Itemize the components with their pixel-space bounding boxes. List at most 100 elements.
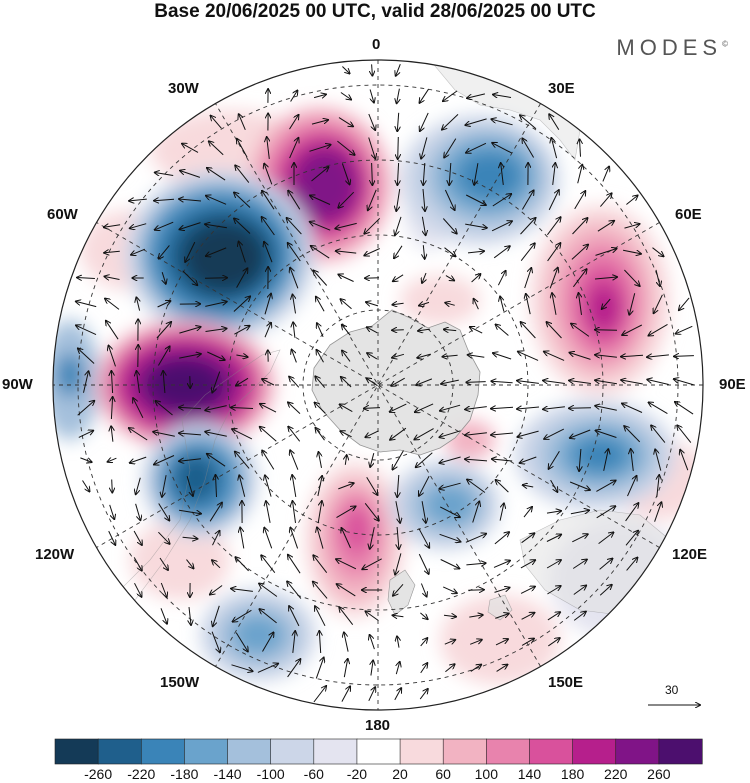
wind-arrow <box>491 221 512 232</box>
wind-arrow <box>205 302 226 307</box>
wind-arrow <box>397 162 398 185</box>
wind-arrow <box>83 371 89 393</box>
wind-arrow <box>368 687 375 702</box>
wind-arrow <box>439 456 461 463</box>
wind-arrow <box>497 271 505 286</box>
wind-arrow <box>574 191 586 210</box>
colorbar-label: -100 <box>256 766 285 782</box>
wind-arrow <box>262 451 275 470</box>
wind-arrow <box>439 506 460 517</box>
wind-arrow <box>577 165 583 184</box>
colorbar-swatch <box>270 738 315 765</box>
wind-arrow <box>468 590 484 591</box>
wind-arrow <box>391 377 405 386</box>
colorbar-swatch <box>615 738 660 765</box>
wind-arrow <box>240 528 245 549</box>
wind-arrow <box>338 275 354 282</box>
wind-arrow <box>262 217 275 236</box>
wind-arrow <box>370 452 374 467</box>
wind-arrow <box>602 298 611 309</box>
colorbar-label: -260 <box>84 766 113 782</box>
wind-arrow <box>292 350 297 363</box>
map-border <box>52 59 704 711</box>
wind-arrow <box>626 196 637 205</box>
wind-arrow <box>339 607 354 626</box>
wind-arrow <box>311 167 329 182</box>
lon-label-180: 180 <box>365 717 391 734</box>
wind-arrow <box>313 686 326 703</box>
wind-arrow <box>543 381 565 384</box>
wind-arrow <box>156 401 173 416</box>
wind-arrow <box>390 403 407 412</box>
wind-arrow <box>158 503 170 521</box>
wind-arrow <box>492 143 513 154</box>
wind-arrow <box>626 558 638 571</box>
wind-arrow <box>288 555 301 574</box>
wind-arrow <box>293 501 296 523</box>
wind-arrow <box>420 583 426 597</box>
wind-arrow <box>78 431 93 438</box>
wind-arrow <box>543 407 565 410</box>
wind-arrow <box>157 347 169 366</box>
wind-arrow <box>573 586 586 595</box>
wind-arrow <box>570 429 591 438</box>
wind-arrow <box>652 247 664 257</box>
wind-arrow <box>371 661 373 676</box>
wind-arrow <box>287 659 301 678</box>
wind-arrow <box>134 582 142 597</box>
wind-arrow <box>262 191 275 210</box>
wind-arrow <box>212 371 221 393</box>
wind-arrow <box>212 531 220 546</box>
wind-arrow <box>470 665 481 672</box>
wind-arrow <box>397 112 398 131</box>
colorbar-label: -180 <box>170 766 199 782</box>
wind-arrow <box>416 378 433 385</box>
wind-arrow <box>109 346 116 367</box>
wind-arrow <box>234 219 251 234</box>
wind-arrow <box>629 293 636 314</box>
wind-arrow <box>547 612 560 621</box>
wind-arrow <box>264 323 271 338</box>
colorbar-swatch <box>313 738 358 765</box>
wind-arrow <box>442 586 457 593</box>
wind-arrow <box>111 371 112 394</box>
wind-arrow <box>596 506 616 519</box>
wind-arrow <box>572 560 587 569</box>
wind-arrow <box>137 371 140 393</box>
wind-arrow <box>231 589 253 592</box>
wind-arrow <box>624 269 639 286</box>
wind-arrow <box>395 553 402 574</box>
wind-arrow <box>368 189 377 210</box>
wind-arrow <box>288 191 301 210</box>
wind-arrow <box>548 190 559 211</box>
wind-arrow <box>182 270 198 285</box>
wind-arrow <box>157 301 171 308</box>
wind-arrow <box>362 558 382 569</box>
wind-arrow <box>621 380 643 385</box>
wind-arrow <box>204 278 227 279</box>
wind-arrow <box>397 526 399 549</box>
wind-arrow <box>341 377 352 388</box>
wind-arrow <box>442 114 459 129</box>
colorbar-swatch <box>140 738 186 765</box>
wind-arrow <box>548 638 559 647</box>
wind-arrow <box>440 404 461 411</box>
wind-arrow <box>396 64 401 76</box>
wind-arrow <box>546 535 561 542</box>
wind-arrow <box>205 224 227 229</box>
wind-arrow <box>179 327 200 334</box>
brand-name: MODES <box>616 35 723 60</box>
wind-arrow <box>418 553 428 574</box>
wind-arrow <box>551 138 558 159</box>
wind-arrow <box>544 352 565 361</box>
wind-arrow <box>236 268 248 288</box>
wind-arrow <box>309 145 331 152</box>
wind-arrow <box>207 168 226 181</box>
wind-arrow <box>310 222 331 231</box>
wind-arrow <box>370 89 374 103</box>
wind-arrow <box>206 247 227 256</box>
wind-arrow <box>520 587 535 594</box>
wind-arrow <box>444 247 456 257</box>
wind-arrow <box>396 662 399 675</box>
wind-arrow <box>419 302 430 305</box>
